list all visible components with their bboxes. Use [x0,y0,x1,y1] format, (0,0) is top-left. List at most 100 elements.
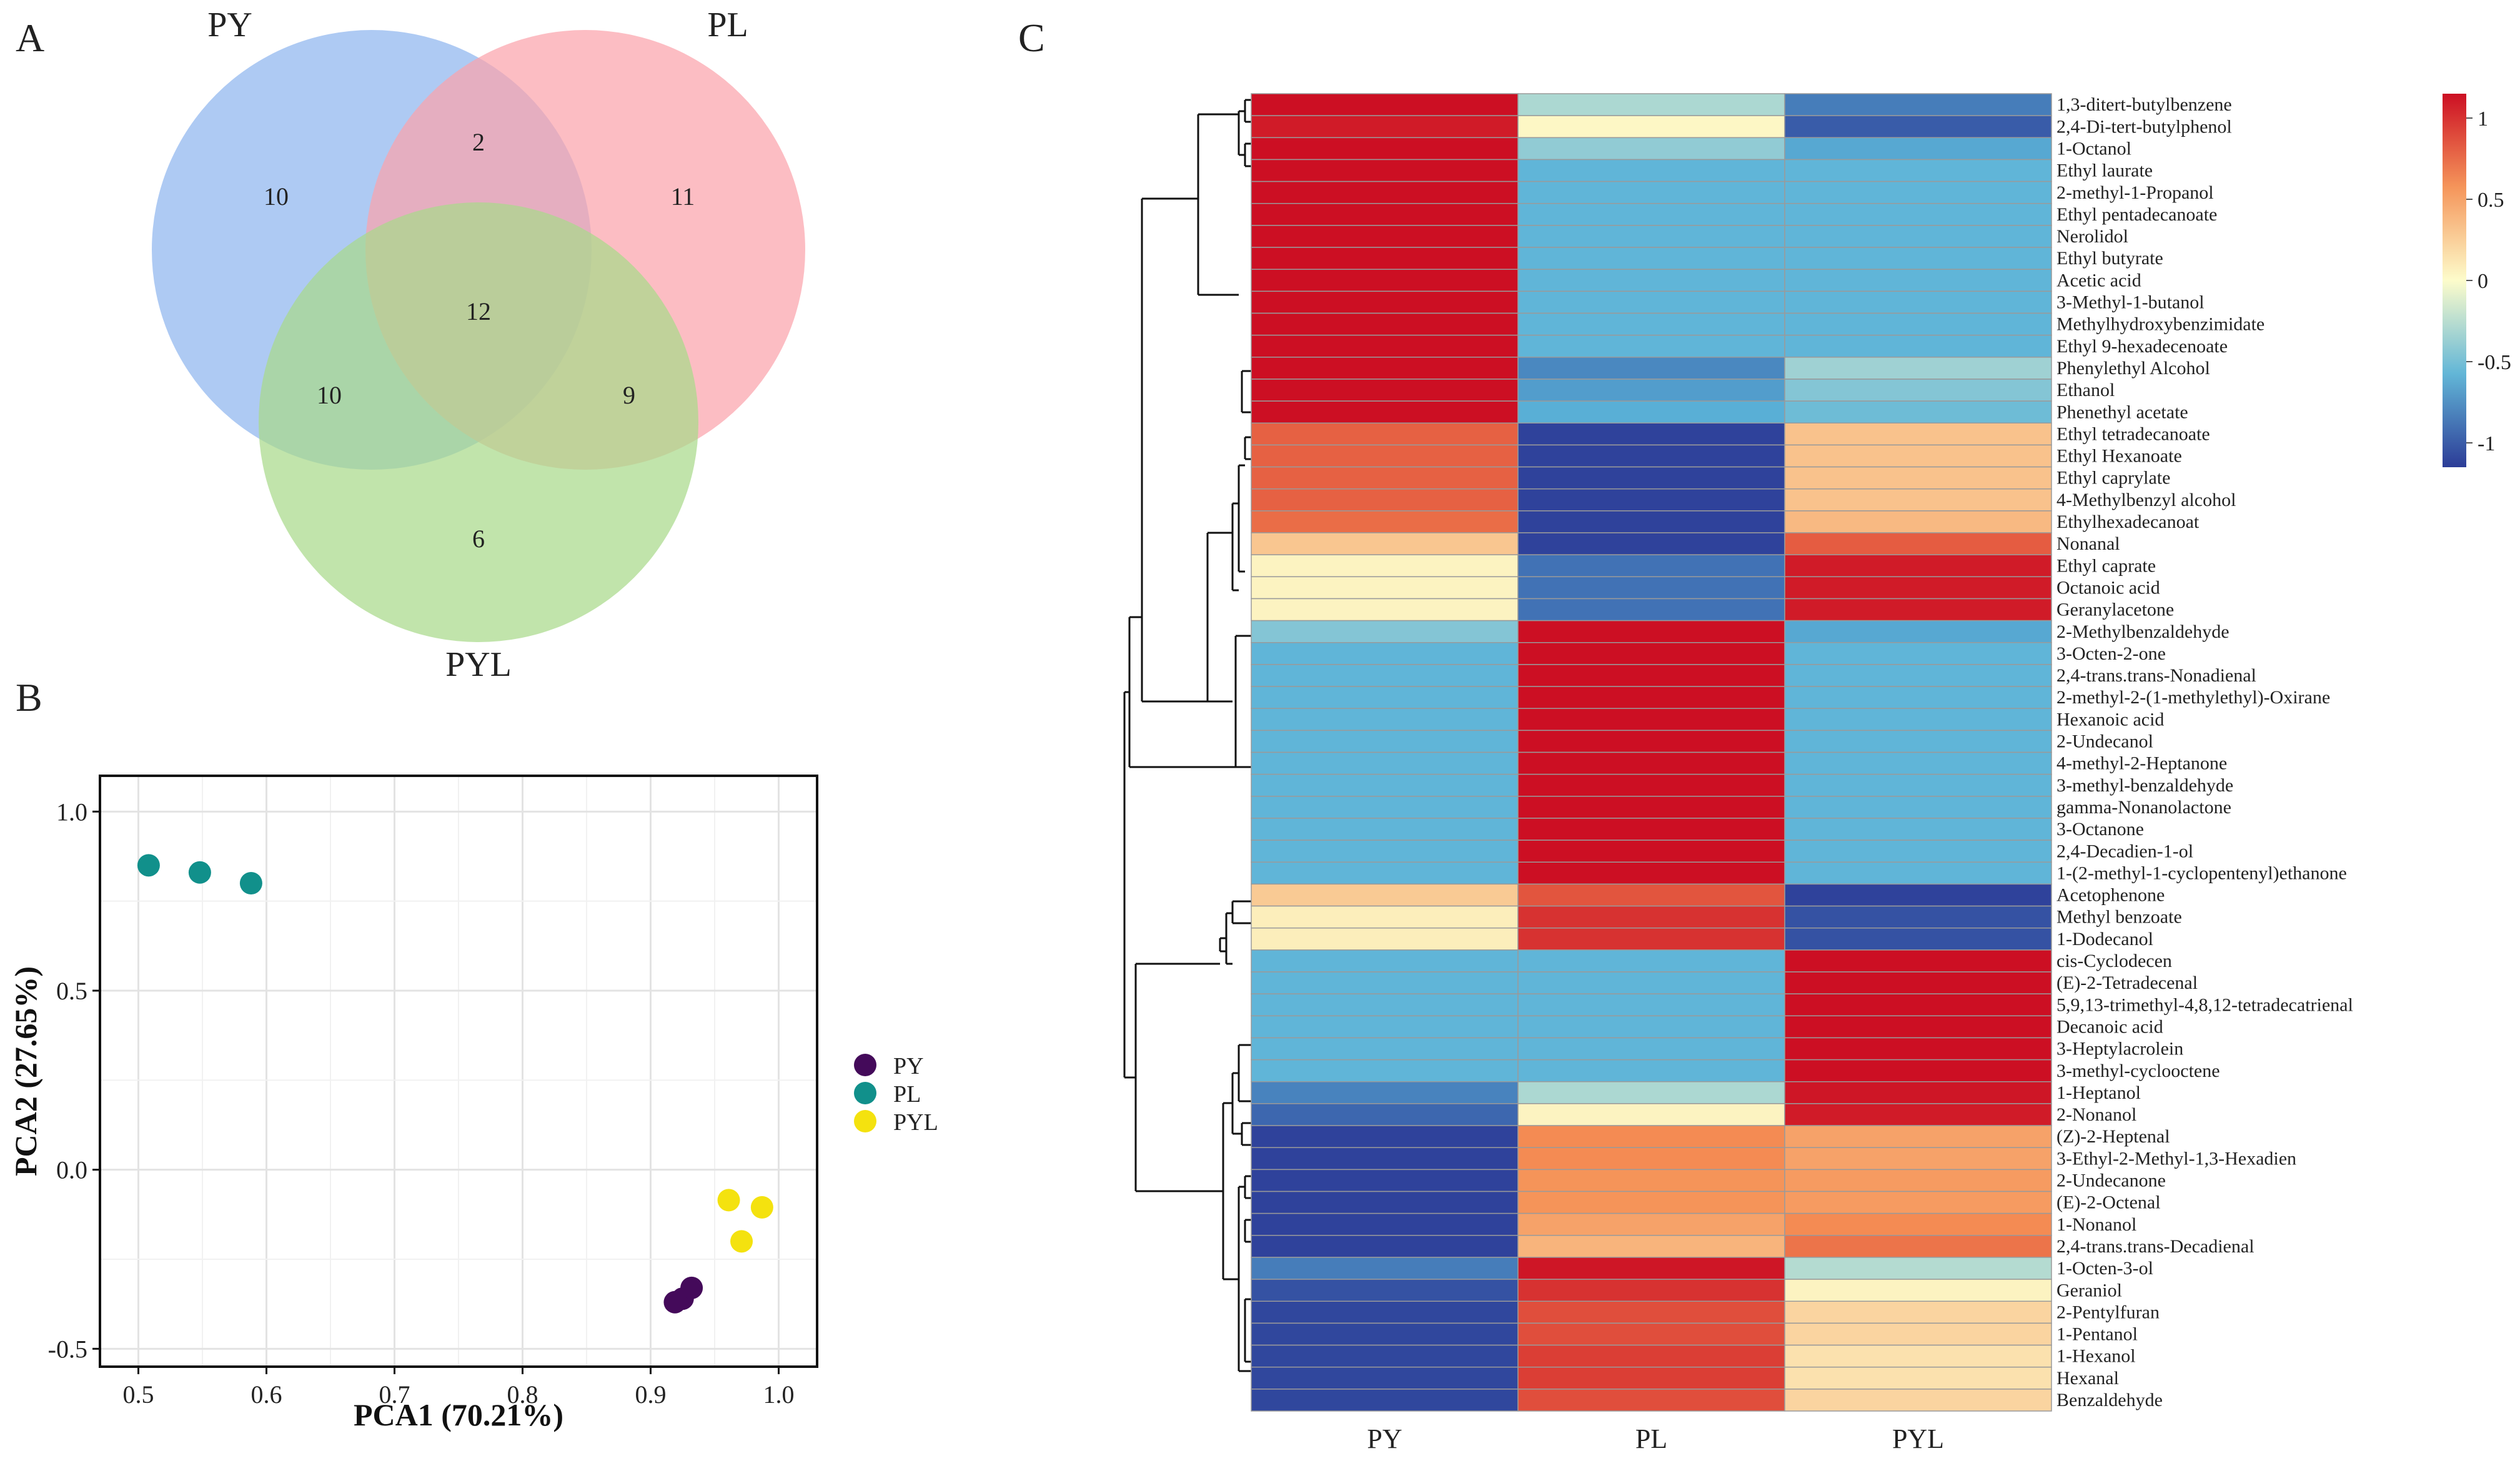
heatmap-cell [1251,686,1519,709]
heatmap-cell [1251,818,1519,841]
venn-region-py-pl: 2 [472,128,485,156]
heatmap-cell [1251,93,1519,116]
heatmap-cell [1784,861,2052,885]
heatmap-row-label: 2-Methylbenzaldehyde [2056,622,2230,642]
heatmap-cell [1784,488,2052,512]
heatmap-cell [1517,642,1785,665]
heatmap-row-label: 2-methyl-1-Propanol [2056,182,2214,203]
heatmap-row-label: Hexanal [2056,1368,2119,1389]
venn-region-pl-pyl: 9 [623,381,635,409]
heatmap-cell [1517,773,1785,797]
pca-point-pyl [750,1196,773,1219]
heatmap-row-label: Ethyl laurate [2056,161,2153,181]
heatmap-cell [1251,115,1519,139]
heatmap-cell [1517,203,1785,226]
heatmap-row-label: Phenethyl acetate [2056,402,2188,422]
heatmap-row-label: gamma-Nonanolactone [2056,797,2231,818]
heatmap-cell [1784,379,2052,402]
heatmap-cell [1784,357,2052,380]
panel-label-a: A [16,16,44,60]
heatmap-cell [1784,312,2052,336]
heatmap-legend-ticks: 1 0.5 0 -0.5 -1 [2466,107,2511,455]
heatmap-cell [1517,686,1785,709]
heatmap-cell [1517,818,1785,841]
heatmap-row-label: 3-Octanone [2056,819,2144,839]
heatmap-cell [1784,1235,2052,1258]
heatmap-cell [1251,1257,1519,1280]
pca-x-axis: 0.5 0.6 0.7 0.8 0.9 1.0 [123,1367,795,1409]
heatmap-cell [1784,1322,2052,1346]
heatmap-row-label: Phenylethyl Alcohol [2056,358,2210,379]
heatmap-cell [1784,796,2052,819]
heatmap-cell [1784,510,2052,533]
heatmap-cell [1784,839,2052,863]
heatmap-row-label: 1-Hexanol [2056,1346,2136,1367]
heatmap-cell [1517,1212,1785,1236]
heatmap-cell [1784,225,2052,248]
heatmap-cell [1517,971,1785,994]
heatmap-row-label: 2,4-trans.trans-Decadienal [2056,1236,2255,1257]
pca-y-tick-label: 1.0 [56,798,87,826]
heatmap-cell [1784,1059,2052,1082]
heatmap-row-label: 2-Nonanol [2056,1104,2136,1125]
heatmap-cell [1251,949,1519,973]
heatmap-cell [1784,247,2052,270]
heatmap-cell [1251,751,1519,775]
heatmap-cell [1784,927,2052,951]
heatmap-cell [1784,1257,2052,1280]
heatmap-cell [1784,532,2052,555]
heatmap-legend-tick-label: 0 [2478,270,2488,293]
heatmap-row-label: Nonanal [2056,533,2120,554]
heatmap-cell [1251,203,1519,226]
heatmap-cell [1251,1212,1519,1236]
heatmap-cell [1517,1081,1785,1104]
heatmap-cell [1784,883,2052,907]
heatmap-cell [1517,115,1785,139]
heatmap-cell [1251,400,1519,423]
heatmap-cell [1251,927,1519,951]
heatmap-cell [1517,1037,1785,1061]
heatmap-cell [1784,905,2052,929]
heatmap-cell [1251,598,1519,622]
heatmap-cell [1251,334,1519,358]
heatmap-cell [1251,642,1519,665]
heatmap-cell [1251,773,1519,797]
heatmap-cell [1517,883,1785,907]
heatmap-row-label: 2-Pentylfuran [2056,1302,2160,1322]
venn-region-py-only: 10 [264,182,289,210]
heatmap-cell [1251,159,1519,182]
heatmap-cell [1251,1037,1519,1061]
heatmap-cell [1517,1235,1785,1258]
heatmap-row-label: Methyl benzoate [2056,907,2182,928]
heatmap-row-label: 3-Octen-2-one [2056,643,2166,664]
heatmap-cell [1517,1366,1785,1390]
heatmap-cell [1517,598,1785,622]
heatmap-cell [1517,444,1785,468]
heatmap-cell [1517,1322,1785,1346]
heatmap-cell [1517,751,1785,775]
heatmap-cell [1251,554,1519,578]
heatmap-cell [1517,1147,1785,1171]
heatmap-cell [1784,751,2052,775]
heatmap-cell [1517,159,1785,182]
heatmap-row-label: Geraniol [2056,1280,2122,1300]
heatmap-row-label: 1-Dodecanol [2056,929,2153,949]
heatmap-cell [1251,905,1519,929]
heatmap-cell [1517,949,1785,973]
heatmap-cell [1517,1059,1785,1082]
pca-legend-label-pl: PL [893,1081,921,1107]
heatmap-cell [1784,1300,2052,1324]
heatmap-row-label: cis-Cyclodecen [2056,951,2172,971]
heatmap-cell [1784,642,2052,665]
heatmap-cell [1251,444,1519,468]
heatmap-cell [1251,269,1519,292]
pca-point-py [680,1276,703,1299]
heatmap-cell [1251,1366,1519,1390]
heatmap-cell [1251,1322,1519,1346]
heatmap-cell [1517,1257,1785,1280]
venn-set-label-pl: PL [707,6,748,44]
heatmap-row-label: Ethyl tetradecanoate [2056,423,2210,444]
heatmap-cell [1251,510,1519,533]
venn-set-label-pyl: PYL [445,645,512,684]
